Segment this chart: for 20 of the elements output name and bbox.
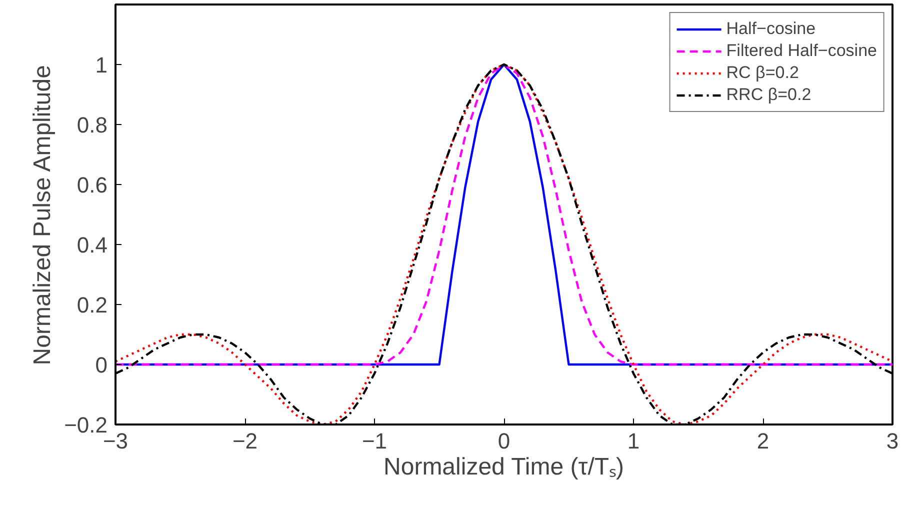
x-tick-label: 3 [886,428,899,454]
x-tick-label: −1 [362,428,388,454]
x-tick-label: −2 [232,428,258,454]
legend-label: Half−cosine [726,19,816,39]
y-tick-label: 0.2 [76,292,108,318]
line-series [116,63,892,366]
y-axis-title: Normalized Pulse Amplitude [29,65,56,366]
x-tick-label: 2 [756,428,770,454]
y-tick-label: 0.4 [76,232,108,258]
x-axis-title: Normalized Time (τ/Tₛ) [384,454,624,480]
y-tick-label: 0 [95,352,108,378]
legend-label: Filtered Half−cosine [726,41,877,61]
x-tick-label: 1 [627,428,640,454]
legend-label: RRC β=0.2 [726,85,812,105]
y-tick-label: −0.2 [64,412,108,438]
y-tick-label: 0.6 [76,172,108,198]
y-tick-label: 0.8 [76,112,108,138]
legend-label: RC β=0.2 [726,63,799,83]
x-tick-label: 0 [498,428,510,454]
y-tick-label: 1 [95,52,108,78]
